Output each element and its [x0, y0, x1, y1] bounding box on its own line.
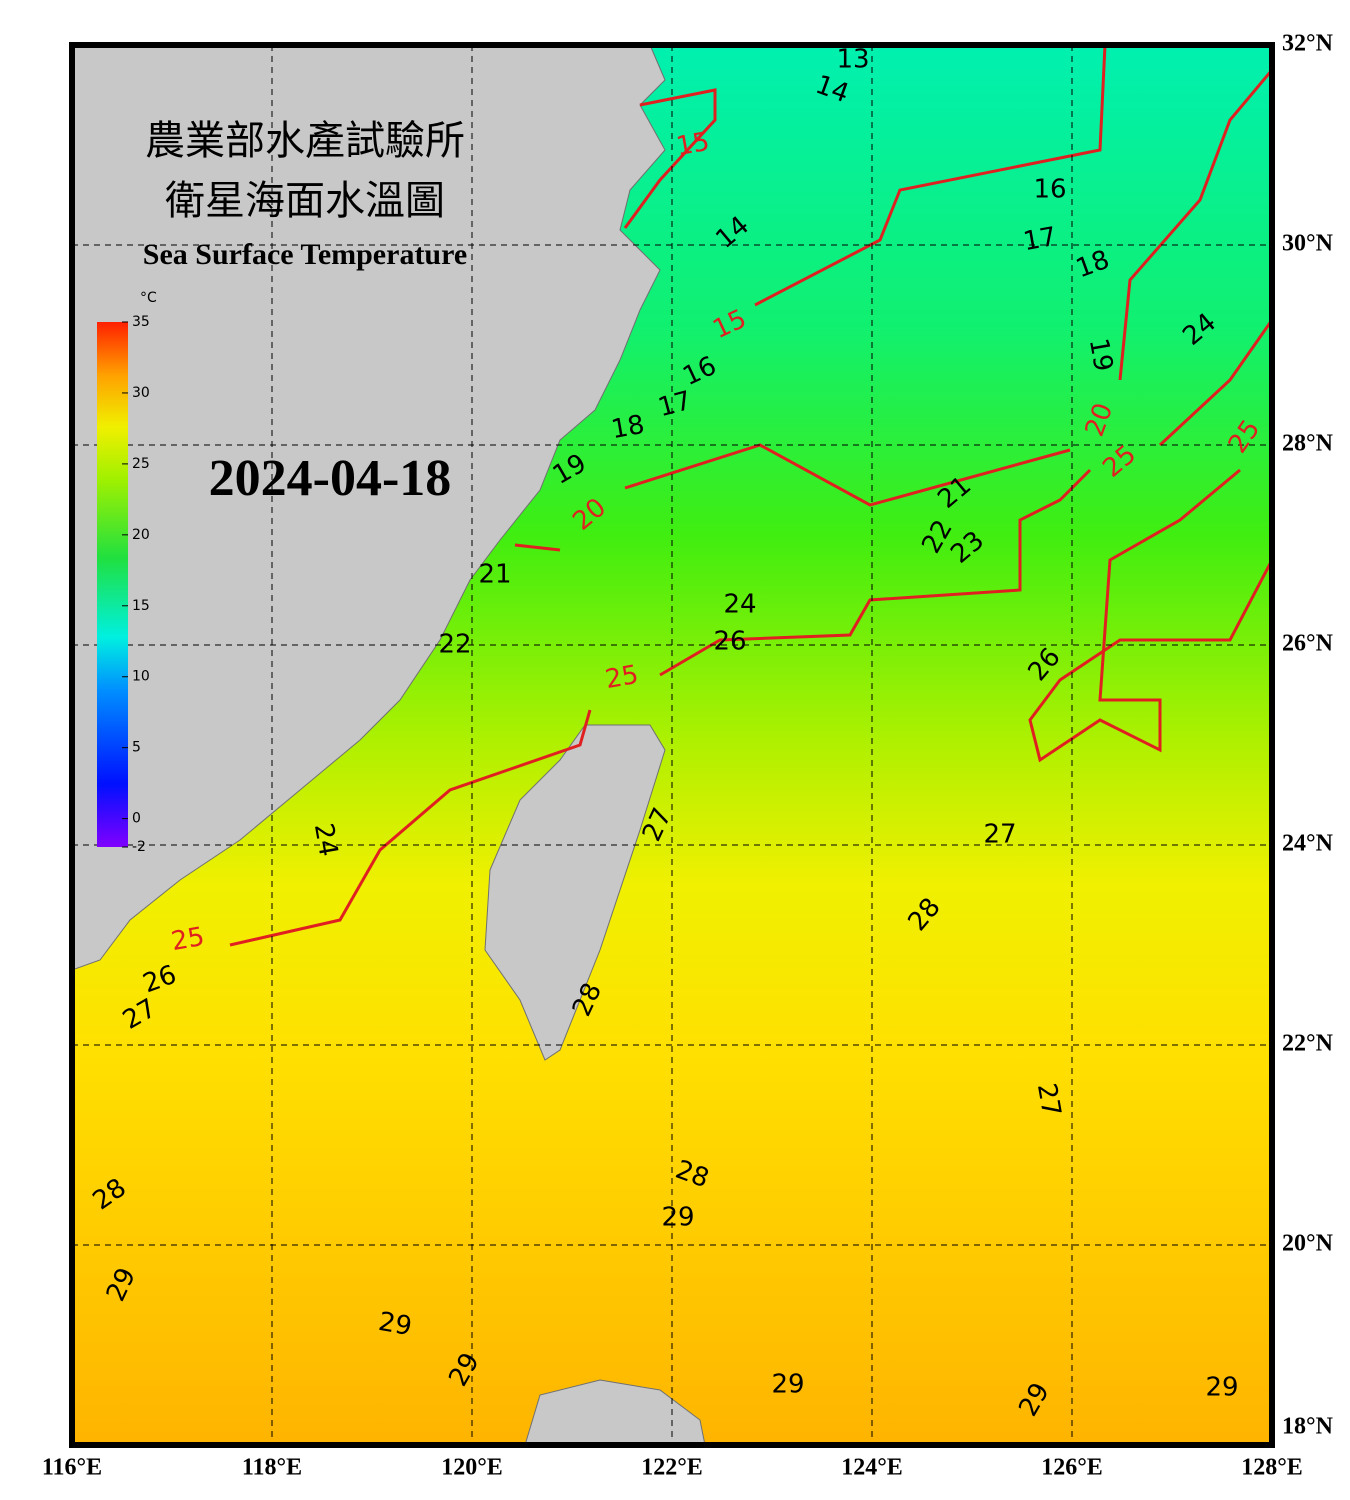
isotherm-label: 25	[603, 660, 641, 695]
colorbar-tick-label: 35	[132, 314, 150, 330]
isotherm-label: 18	[609, 410, 647, 445]
isotherm-label: 26	[713, 627, 746, 657]
x-tick-label: 126°E	[1041, 1455, 1103, 1481]
colorbar-tick-label: 0	[132, 811, 141, 827]
isotherm-label: 21	[478, 560, 511, 590]
colorbar-tick-label: -2	[132, 839, 146, 855]
y-tick-label: 26°N	[1282, 631, 1334, 657]
colorbar-tick-label: 5	[132, 740, 141, 756]
isotherm-label: 22	[438, 630, 471, 660]
isotherm-label: 13	[836, 45, 869, 75]
isotherm-label: 25	[169, 922, 207, 957]
colorbar	[97, 322, 128, 847]
colorbar-tick-label: 10	[132, 669, 150, 685]
isotherm-label: 17	[1021, 222, 1059, 257]
isotherm-label: 29	[771, 1370, 804, 1400]
y-tick-label: 18°N	[1282, 1414, 1334, 1440]
map-frame	[69, 42, 1275, 1448]
x-tick-label: 128°E	[1241, 1455, 1303, 1481]
colorbar-tick-label: 15	[132, 598, 150, 614]
mainland	[72, 45, 666, 971]
y-tick-label: 22°N	[1282, 1031, 1334, 1057]
y-tick-label: 32°N	[1282, 31, 1334, 57]
isotherm-label: 29	[376, 1307, 414, 1342]
title-zh: 農業部水產試驗所	[145, 118, 465, 163]
colorbar-tick-label: 20	[132, 527, 150, 543]
isotherm-label: 27	[983, 820, 1016, 850]
x-tick-label: 120°E	[441, 1455, 503, 1481]
title-zh: 衛星海面水溫圖	[165, 178, 445, 223]
isotherm-label: 29	[1205, 1373, 1238, 1403]
isotherm-label: 15	[674, 127, 712, 162]
y-tick-label: 24°N	[1282, 831, 1334, 857]
x-tick-label: 122°E	[641, 1455, 703, 1481]
title-en: Sea Surface Temperature	[143, 238, 467, 271]
isotherms-red	[229, 45, 1272, 947]
x-tick-label: 118°E	[242, 1455, 302, 1481]
isotherm-label: 29	[661, 1203, 694, 1233]
isotherm-label: 27	[1031, 1081, 1066, 1119]
colorbar-tick-label: 25	[132, 456, 150, 472]
y-tick-label: 28°N	[1282, 431, 1334, 457]
isotherm-label: 19	[1083, 336, 1118, 374]
taiwan	[484, 724, 666, 1061]
isotherm-label: 24	[723, 590, 756, 620]
y-tick-label: 30°N	[1282, 231, 1334, 257]
isotherm-label: 16	[1033, 175, 1066, 205]
luzon	[524, 1379, 706, 1445]
x-tick-label: 116°E	[42, 1455, 102, 1481]
x-tick-label: 124°E	[841, 1455, 903, 1481]
colorbar-tick-label: 30	[132, 385, 150, 401]
colorbar-unit: °C	[140, 290, 157, 306]
y-tick-label: 20°N	[1282, 1231, 1334, 1257]
date: 2024-04-18	[209, 450, 452, 507]
isotherm-label: 24	[308, 821, 343, 859]
